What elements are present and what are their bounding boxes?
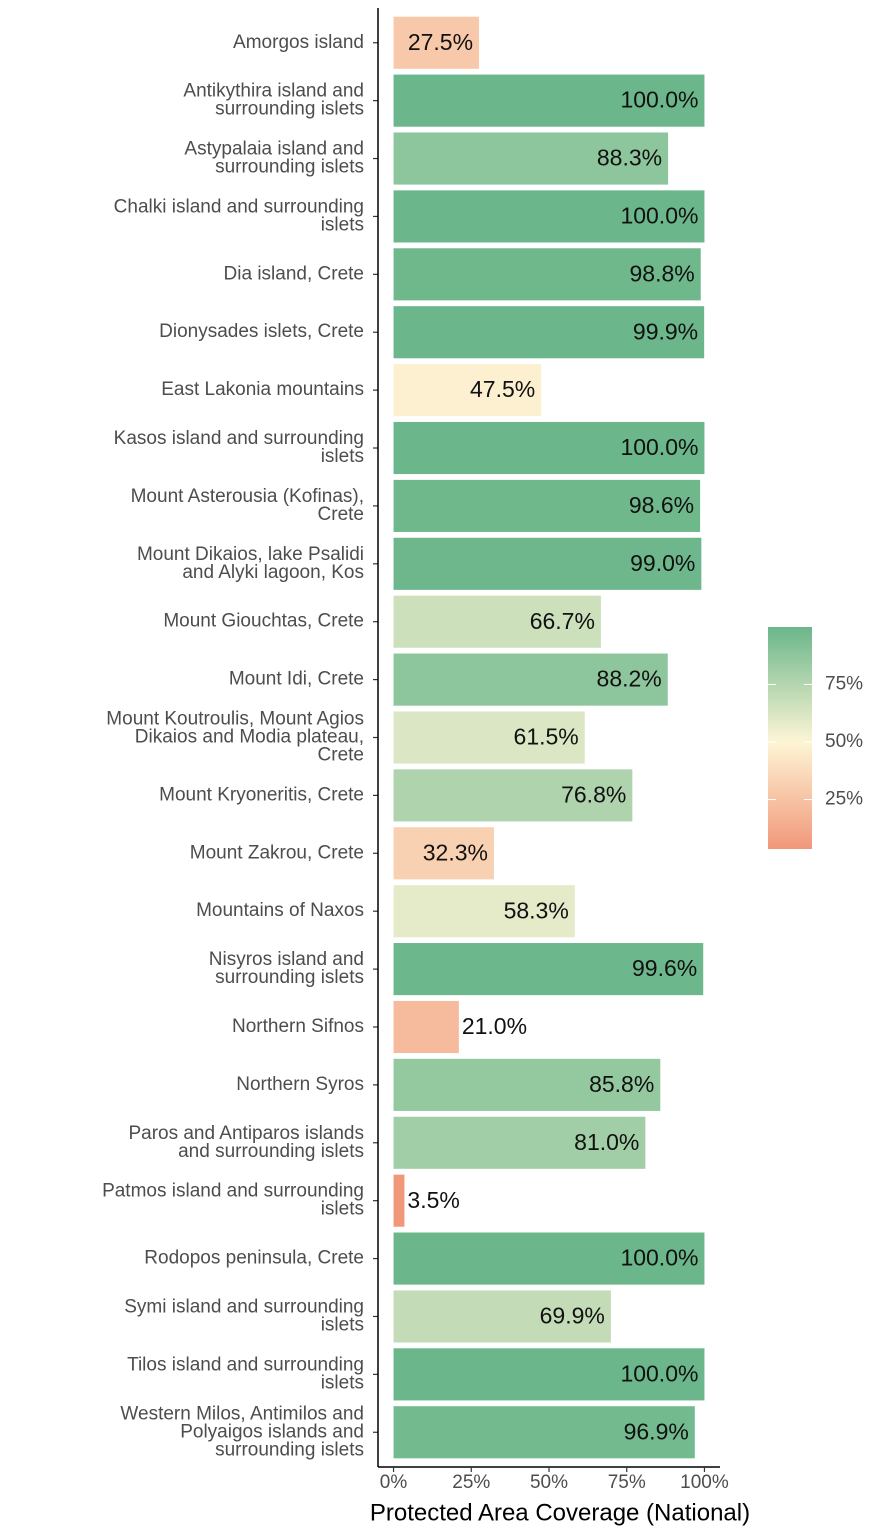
- value-label: 98.8%: [630, 260, 695, 286]
- y-tick-label: Rodopos peninsula, Crete: [144, 1248, 364, 1269]
- bar: [393, 74, 705, 127]
- bar: [393, 1232, 705, 1285]
- value-label: 61.5%: [514, 724, 579, 750]
- y-tick-label: Western Milos, Antimilos and Polyaigos is…: [120, 1403, 364, 1460]
- y-tick-label: Dia island, Crete: [224, 263, 364, 284]
- y-tick-label: Kasos island and surrounding islets: [114, 428, 364, 467]
- y-tick-label: Antikythira island and surrounding islets: [183, 81, 364, 120]
- bar: [393, 537, 702, 590]
- value-label: 58.3%: [504, 897, 569, 923]
- value-label: 3.5%: [407, 1187, 459, 1213]
- value-label: 100.0%: [620, 1245, 698, 1271]
- bar: [393, 306, 705, 359]
- y-tick-label: Mount Kryoneritis, Crete: [159, 784, 364, 805]
- x-tick-label: 0%: [380, 1472, 408, 1493]
- y-tick-label: Amorgos island: [233, 32, 364, 53]
- value-label: 85.8%: [589, 1071, 654, 1097]
- bar: [393, 248, 701, 301]
- y-tick-label: Chalki island and surrounding islets: [114, 196, 364, 235]
- value-label: 32.3%: [423, 839, 488, 865]
- x-tick-label: 25%: [452, 1472, 490, 1493]
- y-tick-label: Symi island and surrounding islets: [124, 1296, 364, 1335]
- x-tick-label: 100%: [680, 1472, 729, 1493]
- bar: [393, 653, 668, 706]
- y-tick-label: Paros and Antiparos islands and surroundi…: [128, 1123, 364, 1162]
- legend-tick-label: 75%: [825, 674, 863, 695]
- colorbar: [768, 627, 812, 849]
- x-axis-label: Protected Area Coverage (National): [370, 1499, 750, 1526]
- bar: [393, 595, 601, 648]
- x-tick-label: 75%: [608, 1472, 646, 1493]
- x-tick-label: 50%: [530, 1472, 568, 1493]
- value-label: 81.0%: [574, 1129, 639, 1155]
- value-label: 88.2%: [597, 666, 662, 692]
- legend-tick-label: 50%: [825, 731, 863, 752]
- legend-tick-label: 25%: [825, 789, 863, 810]
- bar: [393, 1058, 661, 1111]
- y-tick-label: Patmos island and surrounding islets: [102, 1181, 364, 1220]
- value-label: 98.6%: [629, 492, 694, 518]
- value-label: 100.0%: [620, 87, 698, 113]
- y-tick-label: Mount Giouchtas, Crete: [163, 611, 364, 632]
- bar: [393, 885, 575, 938]
- bar: [393, 943, 704, 996]
- y-tick-label: Northern Sifnos: [232, 1016, 364, 1037]
- y-tick-label: Mountains of Naxos: [196, 900, 364, 921]
- value-label: 99.9%: [633, 318, 698, 344]
- y-tick-label: Mount Zakrou, Crete: [190, 842, 364, 863]
- value-label: 100.0%: [620, 203, 698, 229]
- value-label: 66.7%: [530, 608, 595, 634]
- y-tick-label: Mount Koutroulis, Mount Agios Dikaios and…: [106, 709, 364, 766]
- bar: [393, 132, 669, 185]
- y-tick-label: Mount Asterousia (Kofinas), Crete: [131, 486, 364, 525]
- value-label: 100.0%: [620, 434, 698, 460]
- value-label: 99.0%: [630, 550, 695, 576]
- value-label: 88.3%: [597, 145, 662, 171]
- value-label: 96.9%: [624, 1418, 689, 1444]
- bar: [393, 1348, 705, 1401]
- y-tick-label: Astypalaia island and surrounding islets: [184, 139, 364, 178]
- bar: [393, 1116, 646, 1169]
- bar: [393, 364, 542, 417]
- value-label: 21.0%: [462, 1013, 527, 1039]
- bar: [393, 1290, 611, 1343]
- bar: [393, 1406, 695, 1459]
- bar: [393, 711, 585, 764]
- bar: [393, 190, 705, 243]
- bar: [393, 421, 705, 475]
- y-tick-label: Mount Idi, Crete: [229, 669, 364, 690]
- y-tick-label: Mount Dikaios, lake Psalidi and Alyki lag…: [137, 544, 364, 583]
- value-label: 27.5%: [408, 29, 473, 55]
- bar: [393, 16, 480, 69]
- value-label: 100.0%: [620, 1360, 698, 1386]
- value-label: 47.5%: [470, 376, 535, 402]
- y-tick-label: East Lakonia mountains: [161, 379, 364, 400]
- y-tick-label: Northern Syros: [236, 1074, 364, 1095]
- value-label: 76.8%: [561, 781, 626, 807]
- bar: [393, 479, 701, 532]
- y-tick-label: Nisyros island and surrounding islets: [209, 949, 364, 988]
- bar: [393, 827, 494, 880]
- y-tick-label: Tilos island and surrounding islets: [127, 1354, 364, 1393]
- bar: [393, 1000, 459, 1054]
- value-label: 99.6%: [632, 955, 697, 981]
- y-tick-label: Dionysades islets, Crete: [159, 321, 364, 342]
- value-label: 69.9%: [540, 1303, 605, 1329]
- bar: [393, 1174, 405, 1227]
- bar: [393, 769, 633, 822]
